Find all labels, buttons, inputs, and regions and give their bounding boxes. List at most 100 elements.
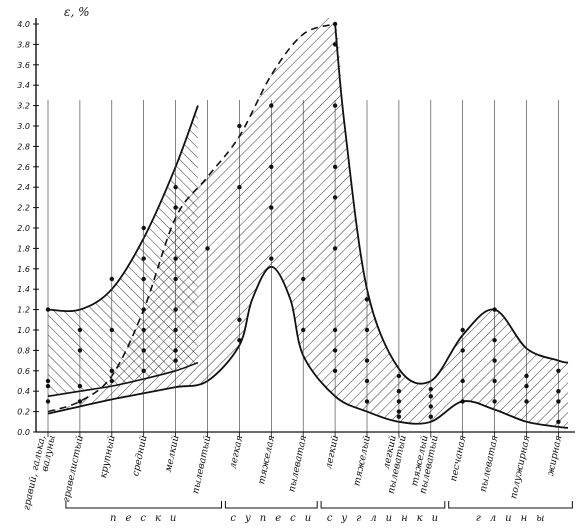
y-axis: 0.0 0.2 0.4 0.6 0.8 1.0 1.2 1.4 1.6 1.8 2.0 2.2 2.4 2… [17, 18, 575, 437]
series-2-upper-dashed-curve [47, 23, 336, 413]
y-tick-label-17: 3.4 [17, 81, 30, 90]
point-13-2 [460, 348, 465, 353]
y-tick-label-3: 0.6 [17, 367, 30, 376]
x-tick-label-4: мелкий [163, 434, 182, 473]
point-16-3 [556, 368, 561, 373]
point-7-3 [269, 103, 274, 108]
y-tick-label-5: 1.0 [17, 326, 30, 335]
group-bracket-2 [320, 501, 446, 509]
point-7-0 [269, 256, 274, 261]
point-1-3 [77, 327, 83, 333]
point-9-2 [332, 327, 338, 333]
y-tick-label-14: 2.8 [17, 142, 30, 151]
point-9-8 [332, 21, 338, 27]
y-tick-label-0: 0.0 [17, 428, 30, 437]
x-tick-label-2: крупный [98, 434, 118, 479]
x-tick-label-16: жирная [545, 434, 564, 477]
y-tick-label-11: 2.2 [17, 204, 30, 213]
y-tick-label-15: 3.0 [17, 122, 30, 131]
point-15-2 [524, 373, 529, 379]
point-13-1 [460, 378, 465, 384]
point-2-3 [109, 276, 115, 282]
point-4-3 [173, 307, 178, 312]
point-3-4 [141, 276, 146, 282]
point-8-0 [301, 327, 306, 333]
y-tick-label-13: 2.6 [17, 163, 30, 172]
point-9-6 [332, 103, 338, 108]
series-2-lower-curve [47, 265, 569, 429]
point-4-7 [173, 185, 178, 190]
point-0-1 [45, 383, 51, 389]
x-tick-label-5: пылеватый [190, 434, 213, 495]
point-14-4 [492, 307, 497, 312]
group-label-2: суглинки [327, 513, 447, 524]
point-4-1 [173, 348, 178, 353]
point-12-0 [428, 414, 433, 419]
x-tick-label-8: пылеватая [286, 434, 309, 493]
x-tick-label-14: пылеватая [478, 434, 501, 493]
point-5-0 [205, 246, 210, 251]
point-10-1 [364, 378, 370, 384]
measurement-points [45, 21, 561, 424]
point-0-2 [45, 378, 51, 384]
x-tick-labels: гравий, галька,валуны гравелистый крупный с… [21, 432, 564, 511]
point-12-3 [428, 386, 433, 392]
point-1-2 [77, 348, 83, 353]
point-16-0 [556, 419, 561, 424]
point-11-4 [396, 373, 402, 379]
point-3-0 [141, 368, 146, 373]
series-1-upper-curve [47, 105, 199, 312]
point-14-3 [492, 338, 497, 343]
point-14-1 [492, 378, 497, 384]
point-4-5 [173, 256, 178, 261]
point-7-1 [269, 205, 274, 210]
x-tick-label-7: тяжелая [256, 434, 277, 485]
point-3-2 [141, 327, 146, 333]
point-3-1 [141, 348, 146, 353]
point-10-3 [364, 327, 370, 333]
point-9-5 [332, 164, 338, 169]
point-2-0 [109, 378, 115, 384]
y-axis-label: ε, % [64, 5, 89, 19]
point-16-1 [556, 399, 561, 404]
point-2-2 [109, 327, 115, 333]
point-0-3 [45, 307, 51, 312]
y-tick-label-18: 3.6 [17, 61, 30, 70]
area-series-1 [48, 105, 198, 397]
group-bracket-3 [448, 501, 573, 509]
point-6-1 [237, 317, 242, 322]
point-14-0 [492, 399, 497, 404]
point-6-0 [237, 338, 242, 343]
point-9-3 [332, 246, 338, 251]
point-15-1 [524, 383, 529, 389]
point-3-3 [141, 307, 146, 312]
group-label-0: пески [110, 513, 185, 524]
point-4-4 [173, 276, 178, 282]
point-2-1 [109, 368, 115, 373]
group-bracket-0 [65, 501, 222, 509]
y-tick-label-1: 0.2 [17, 408, 30, 417]
x-tick-label-9: легкий [323, 434, 341, 470]
point-7-2 [269, 164, 274, 169]
point-13-3 [460, 327, 465, 333]
y-tick-label-7: 1.4 [17, 285, 30, 294]
point-8-1 [301, 276, 306, 282]
y-tick-label-8: 1.6 [17, 265, 30, 274]
group-bracket-1 [224, 501, 318, 509]
point-11-1 [396, 409, 402, 414]
category-verticals [47, 100, 559, 432]
point-3-6 [141, 225, 146, 231]
point-12-2 [428, 394, 433, 399]
point-14-2 [492, 358, 497, 363]
point-9-0 [332, 368, 338, 373]
x-tick-label-10: тяжелый [351, 434, 372, 487]
point-10-2 [364, 358, 370, 363]
group-label-1: супеси [230, 513, 320, 524]
point-13-0 [460, 399, 465, 404]
point-3-5 [141, 256, 146, 261]
group-labels: пески супеси суглинки глины [65, 501, 573, 524]
x-tick-label-1: гравелистый [61, 434, 86, 503]
point-9-4 [332, 195, 338, 200]
point-4-6 [173, 205, 178, 210]
point-6-3 [237, 123, 242, 129]
